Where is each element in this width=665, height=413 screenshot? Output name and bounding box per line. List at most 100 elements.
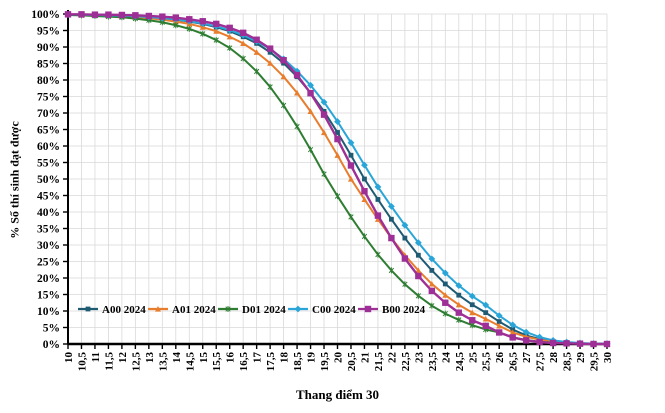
marker-asterisk (361, 233, 368, 240)
marker-asterisk (225, 306, 231, 312)
x-tick-label: 22,5 (400, 352, 412, 372)
marker-triangle (267, 60, 274, 66)
marker-square (159, 13, 166, 20)
legend-item: A01 2024 (148, 304, 216, 316)
marker-triangle (199, 24, 206, 30)
marker-square (91, 11, 99, 18)
marker-triangle (415, 267, 422, 274)
marker-square (389, 216, 394, 222)
y-tick-label: 0% (43, 339, 60, 351)
marker-square (320, 111, 328, 118)
x-tick-label: 26,5 (508, 352, 520, 372)
marker-diamond (441, 269, 449, 277)
marker-square (442, 281, 448, 287)
marker-diamond (347, 139, 355, 147)
marker-square (199, 18, 206, 25)
x-tick-label: 23 (413, 352, 425, 364)
x-tick-label: 13 (144, 352, 156, 364)
marker-diamond (482, 301, 490, 309)
marker-square (348, 152, 354, 158)
marker-square (415, 252, 421, 258)
marker-triangle (482, 315, 489, 322)
marker-triangle (226, 33, 233, 40)
marker-square (118, 11, 126, 19)
x-tick-label: 15,5 (211, 352, 223, 372)
legend-label: A01 2024 (172, 304, 216, 316)
x-tick-label: 29 (575, 352, 587, 364)
x-tick-label: 17 (252, 352, 264, 364)
y-tick-label: 35% (37, 224, 60, 236)
x-tick-label: 11,5 (103, 352, 115, 371)
marker-square (429, 268, 435, 273)
marker-diamond (294, 305, 302, 313)
marker-diamond (468, 292, 476, 300)
y-tick-label: 5% (43, 323, 60, 335)
marker-asterisk (334, 193, 341, 200)
marker-square (293, 71, 301, 79)
y-tick-label: 75% (37, 92, 60, 104)
marker-square (64, 11, 72, 18)
marker-square (374, 212, 382, 219)
marker-asterisk (213, 37, 219, 44)
x-tick-label: 19 (306, 352, 318, 364)
x-tick-label: 20,5 (346, 352, 358, 372)
x-tick-label: 10,5 (76, 352, 88, 372)
marker-triangle (334, 152, 341, 158)
marker-square (442, 299, 449, 306)
marker-asterisk (388, 267, 395, 274)
marker-asterisk (307, 146, 314, 153)
x-tick-label: 20 (333, 352, 345, 364)
marker-diamond (536, 333, 544, 341)
legend-label: B00 2024 (382, 304, 426, 316)
marker-diamond (522, 328, 530, 336)
y-tick-label: 45% (37, 191, 60, 203)
y-tick-label: 50% (37, 174, 60, 186)
legend-label: D01 2024 (242, 304, 286, 316)
marker-asterisk (186, 25, 192, 32)
axes (63, 10, 608, 349)
marker-asterisk (253, 68, 260, 75)
x-tick-label: 28,5 (562, 352, 574, 372)
marker-triangle (155, 306, 161, 312)
y-tick-label: 70% (37, 108, 60, 120)
marker-diamond (495, 312, 503, 320)
marker-square (549, 339, 557, 347)
marker-asterisk (267, 83, 273, 90)
x-tick-label: 16,5 (238, 352, 250, 372)
series-B00-2024 (64, 11, 611, 348)
marker-square (576, 340, 584, 347)
marker-diamond (414, 239, 422, 247)
marker-triangle (442, 292, 449, 298)
marker-square (145, 12, 153, 20)
marker-asterisk (442, 310, 448, 317)
marker-square (455, 309, 462, 316)
marker-triangle (240, 40, 247, 46)
marker-square (496, 319, 502, 324)
marker-diamond (388, 202, 395, 210)
marker-square (469, 317, 476, 324)
marker-diamond (307, 81, 314, 89)
marker-diamond (455, 282, 463, 289)
x-tick-label: 18,5 (292, 352, 304, 372)
marker-square (321, 108, 327, 114)
marker-square (603, 340, 611, 348)
legend: A00 2024 A01 2024 D01 2024 C00 2024 B00 2024 (78, 304, 426, 316)
marker-square (307, 90, 314, 97)
marker-square (536, 338, 543, 346)
x-tick-label: 15 (198, 352, 210, 364)
legend-item: C00 2024 (288, 304, 356, 316)
marker-asterisk (348, 213, 354, 220)
tick-labels: 0% 5% 10% 15% 20% 25% 30% 35% 40% 45% 50% 55% 60% 65%… (31, 9, 614, 371)
x-tick-label: 16 (225, 352, 237, 364)
y-tick-label: 100% (31, 9, 60, 21)
marker-triangle (428, 280, 435, 287)
marker-square (590, 340, 597, 348)
marker-square (334, 135, 341, 143)
marker-diamond (401, 221, 409, 229)
marker-triangle (321, 129, 328, 136)
marker-triangle (307, 108, 314, 114)
x-tick-label: 11 (90, 352, 102, 362)
marker-triangle (374, 216, 381, 222)
marker-square (375, 197, 381, 202)
